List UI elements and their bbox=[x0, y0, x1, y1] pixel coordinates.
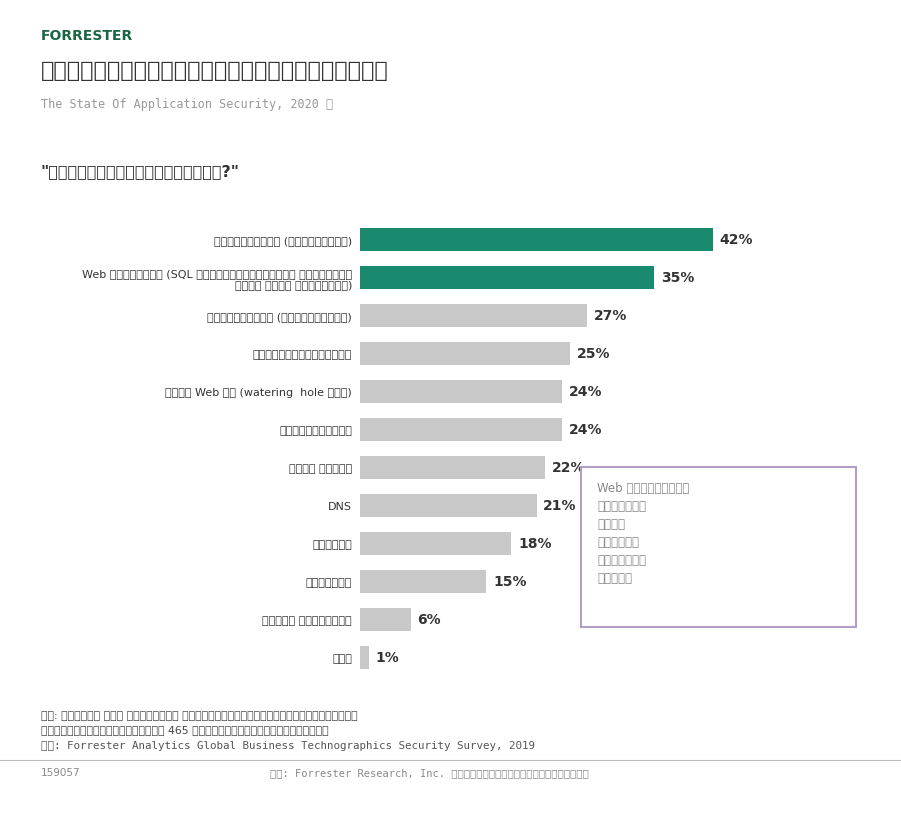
Text: FORRESTER: FORRESTER bbox=[41, 29, 132, 43]
Bar bbox=[360, 266, 654, 289]
Text: アプリケーションが依然として最も一般的な攻撃ベクトル: アプリケーションが依然として最も一般的な攻撃ベクトル bbox=[41, 61, 388, 81]
Text: 出典: Forrester Analytics Global Business Technographics Security Survey, 2019: 出典: Forrester Analytics Global Business … bbox=[41, 741, 534, 751]
Bar bbox=[360, 419, 561, 441]
Text: 基本: ネットワーク データ センター、アプリ セキュリティ、またはセキュリティの運営を担当し、会社が: 基本: ネットワーク データ センター、アプリ セキュリティ、またはセキュリティ… bbox=[41, 711, 357, 721]
Text: 42%: 42% bbox=[719, 233, 753, 247]
Text: 18%: 18% bbox=[518, 536, 551, 550]
Text: 25%: 25% bbox=[577, 346, 610, 360]
Text: 15%: 15% bbox=[493, 575, 526, 589]
Bar bbox=[360, 304, 587, 327]
Text: 21%: 21% bbox=[543, 499, 577, 513]
Text: 24%: 24% bbox=[569, 385, 602, 399]
Bar bbox=[360, 646, 369, 669]
Bar bbox=[360, 570, 487, 593]
Text: 侵害された際に外部からの攻撃を経験した 465 人のセキュリティに関する意思決定者から聴取: 侵害された際に外部からの攻撃を経験した 465 人のセキュリティに関する意思決定… bbox=[41, 725, 328, 735]
Bar bbox=[360, 380, 561, 403]
Text: 24%: 24% bbox=[569, 423, 602, 437]
Text: 22%: 22% bbox=[551, 460, 585, 474]
Text: The State Of Application Security, 2020 年: The State Of Application Security, 2020 … bbox=[41, 98, 332, 111]
Bar bbox=[360, 342, 570, 365]
Text: 159057: 159057 bbox=[41, 768, 80, 778]
Bar bbox=[360, 456, 545, 479]
Bar bbox=[360, 494, 537, 517]
Text: 1%: 1% bbox=[376, 650, 399, 664]
Text: "外部からどのように攻撃を受けましたか?": "外部からどのように攻撃を受けましたか?" bbox=[41, 164, 240, 179]
Bar bbox=[360, 229, 713, 251]
Bar bbox=[360, 609, 411, 631]
Text: 35%: 35% bbox=[660, 270, 694, 284]
Text: 27%: 27% bbox=[594, 309, 627, 323]
Bar bbox=[360, 532, 512, 555]
Text: 6%: 6% bbox=[417, 613, 441, 627]
Text: 出典: Forrester Research, Inc. 無許可の複製、引用、配布は禁止されています。: 出典: Forrester Research, Inc. 無許可の複製、引用、配… bbox=[270, 768, 589, 778]
Text: Web アプリケーションと
ソフトウェアの
脆弱性は
外部の攻撃を
最も受けやすい
２つです。: Web アプリケーションと ソフトウェアの 脆弱性は 外部の攻撃を 最も受けやす… bbox=[597, 482, 690, 585]
